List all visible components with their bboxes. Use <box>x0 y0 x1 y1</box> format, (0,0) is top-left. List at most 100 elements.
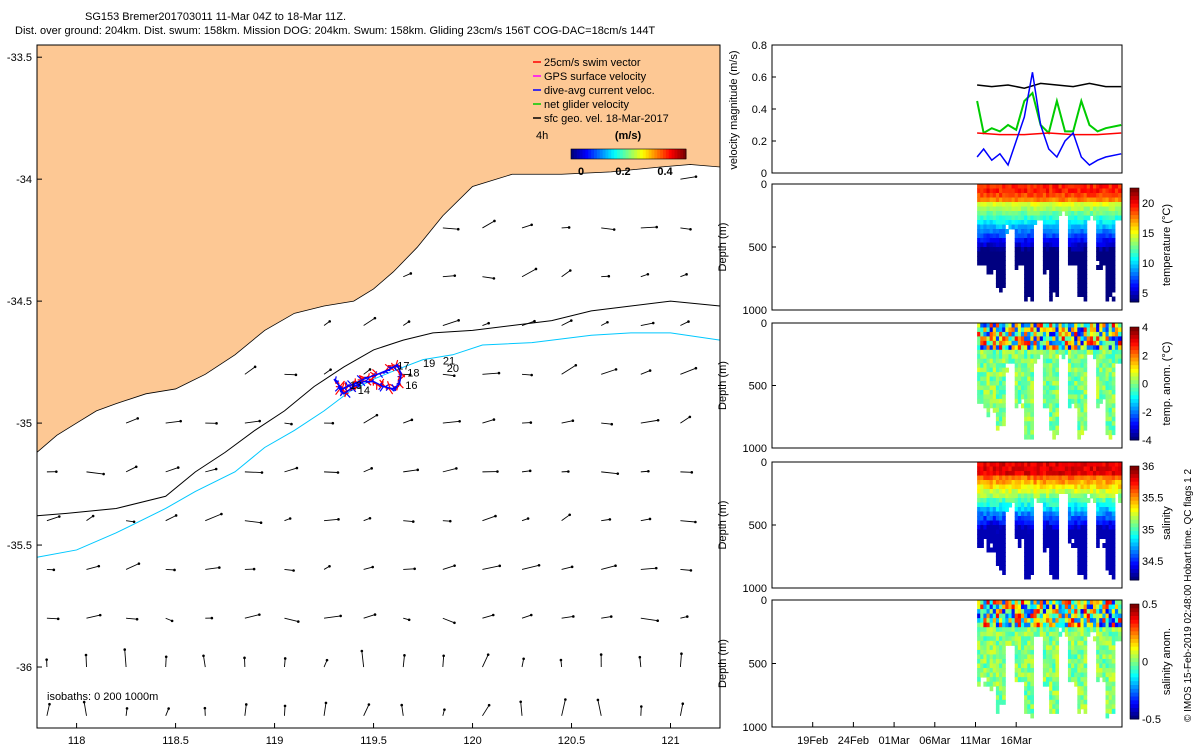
colorbar-cell <box>1130 353 1139 358</box>
heatmap-cell <box>1111 489 1116 494</box>
heatmap-cell <box>1002 265 1006 270</box>
heatmap-cell <box>1036 618 1041 624</box>
heatmap-cell <box>1024 699 1028 705</box>
heatmap-cell <box>1071 613 1075 619</box>
y-tick-label: 1000 <box>743 305 767 317</box>
heatmap-cell <box>1008 462 1013 467</box>
heatmap-cell <box>1014 242 1019 248</box>
heatmap-cell <box>1077 372 1081 378</box>
heatmap-cell <box>1077 627 1081 633</box>
colorbar-cell <box>1130 357 1139 362</box>
heatmap-cell <box>1020 367 1025 373</box>
heatmap-cell <box>1077 193 1081 198</box>
heatmap-cell <box>1011 462 1016 467</box>
heatmap-cell <box>1020 658 1025 664</box>
geostrophic-arrow-head <box>646 272 650 276</box>
heatmap-cell <box>1005 327 1009 333</box>
heatmap-cell <box>1014 627 1019 633</box>
heatmap-cell <box>992 363 997 369</box>
heatmap-cell <box>1017 525 1022 530</box>
heatmap-cell <box>1118 636 1122 642</box>
heatmap-cell <box>1102 627 1107 633</box>
heatmap-cell <box>1080 511 1085 517</box>
heatmap-cell <box>1024 552 1028 557</box>
heatmap-cell <box>1105 520 1110 526</box>
heatmap-cell <box>989 260 994 266</box>
heatmap-cell <box>989 613 994 619</box>
heatmap-cell <box>1074 609 1078 615</box>
heatmap-cell <box>1096 224 1100 230</box>
heatmap-cell <box>1002 269 1006 275</box>
heatmap-cell <box>986 502 991 508</box>
heatmap-cell <box>1111 552 1116 557</box>
heatmap-cell <box>1055 668 1060 674</box>
heatmap-cell <box>1046 622 1050 628</box>
heatmap-cell <box>1020 489 1025 494</box>
colorbar-cell <box>654 149 658 159</box>
heatmap-cell <box>1077 381 1081 386</box>
heatmap-cell <box>1027 206 1031 212</box>
heatmap-cell <box>1027 287 1031 293</box>
heatmap-cell <box>1052 618 1056 624</box>
heatmap-cell <box>1017 349 1022 355</box>
heatmap-cell <box>1027 704 1031 710</box>
glider-track <box>333 359 406 398</box>
heatmap-cell <box>1080 556 1085 562</box>
heatmap-cell <box>1099 265 1103 270</box>
heatmap-cell <box>1108 484 1113 490</box>
heatmap-cell <box>1105 202 1110 207</box>
heatmap-cell <box>1105 381 1110 386</box>
geostrophic-arrow <box>284 568 294 571</box>
heatmap-cell <box>1049 202 1053 207</box>
heatmap-cell <box>1052 398 1056 404</box>
heatmap-cell <box>1096 677 1100 683</box>
heatmap-cell <box>1027 489 1031 494</box>
heatmap-cell <box>980 193 984 198</box>
heatmap-cell <box>1099 211 1103 216</box>
heatmap-cell <box>1080 354 1085 360</box>
heatmap-cell <box>1052 224 1056 230</box>
heatmap-cell <box>1074 507 1078 512</box>
heatmap-cell <box>1061 622 1066 628</box>
heatmap-cell <box>980 462 984 467</box>
heatmap-cell <box>999 489 1003 494</box>
heatmap-cell <box>1030 358 1034 364</box>
heatmap-cell <box>992 372 997 378</box>
heatmap-cell <box>1083 677 1088 683</box>
heatmap-cell <box>995 538 1000 544</box>
heatmap-cell <box>1083 265 1088 270</box>
heatmap-cell <box>1077 484 1081 490</box>
geostrophic-arrow-head <box>371 565 374 569</box>
heatmap-cell <box>1049 398 1053 404</box>
heatmap-cell <box>1071 394 1075 400</box>
heatmap-cell <box>989 265 994 270</box>
heatmap-cell <box>1002 238 1006 243</box>
heatmap-cell <box>1080 389 1085 395</box>
geostrophic-arrow-head <box>651 321 655 325</box>
heatmap-cell <box>1002 556 1006 562</box>
heatmap-cell <box>999 690 1003 696</box>
heatmap-cell <box>1071 480 1075 485</box>
y-tick-label: 500 <box>749 659 767 671</box>
geostrophic-arrow <box>521 268 537 278</box>
heatmap-cell <box>1020 604 1025 610</box>
heatmap-cell <box>977 677 981 683</box>
heatmap-cell <box>1014 658 1019 664</box>
heatmap-cell <box>977 480 981 485</box>
heatmap-cell <box>1042 193 1047 198</box>
colorbar-cell <box>1130 349 1139 354</box>
heatmap-cell <box>1096 363 1100 369</box>
heatmap-cell <box>983 520 988 526</box>
heatmap-cell <box>1077 269 1081 275</box>
heatmap-cell <box>1105 224 1110 230</box>
heatmap-cell <box>995 663 1000 669</box>
heatmap-cell <box>1111 480 1116 485</box>
heatmap-cell <box>1042 184 1047 189</box>
heatmap-cell <box>1017 622 1022 628</box>
heatmap-cell <box>1077 407 1081 413</box>
heatmap-cell <box>1108 430 1113 436</box>
heatmap-cell <box>1108 516 1113 521</box>
geostrophic-arrow-head <box>329 368 332 371</box>
heatmap-cell <box>995 462 1000 467</box>
heatmap-cell <box>1027 677 1031 683</box>
